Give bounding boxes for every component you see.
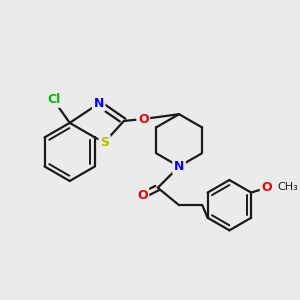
Text: S: S	[100, 136, 109, 149]
Text: O: O	[261, 181, 272, 194]
Text: CH₃: CH₃	[277, 182, 298, 192]
Text: N: N	[94, 97, 104, 110]
Text: N: N	[174, 160, 184, 173]
Text: O: O	[138, 112, 148, 125]
Text: Cl: Cl	[48, 93, 61, 106]
Text: O: O	[137, 189, 148, 202]
